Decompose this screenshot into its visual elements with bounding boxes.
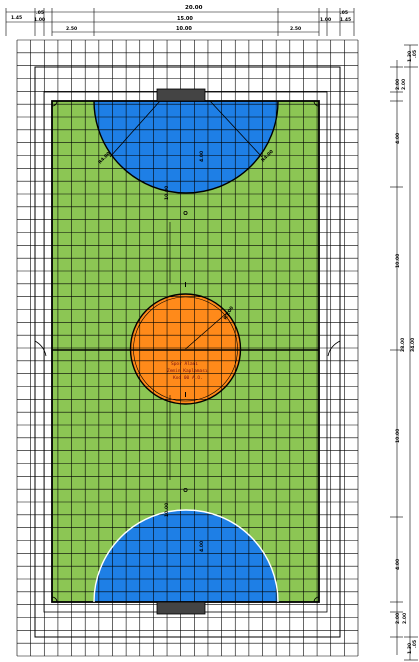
right-dim-top-half: 10.00: [395, 254, 401, 268]
top-dim-middle-left: 2.50: [66, 26, 77, 32]
right-substitution-mark: [327, 340, 341, 357]
right-dim-overall: 34.00: [410, 338, 416, 352]
label-bottom-area-depth: 4.00: [199, 541, 205, 552]
center-circle-inner: [133, 296, 238, 402]
right-dim-bottom-goal: 2.00: [395, 613, 401, 624]
label-top-area-depth: 4.00: [199, 151, 205, 162]
outer-safety-boundary: [34, 66, 341, 638]
corner-arc-tl: [51, 100, 58, 107]
label-penalty-mark-top: 10.00: [164, 186, 170, 200]
center-text-line1: Spor Alanı: [171, 361, 198, 367]
top-penalty-arc: [93, 100, 279, 194]
right-dim-top-area: 4.00: [395, 133, 401, 144]
top-radius-right: [209, 100, 263, 158]
top-dim-overall: 20.00: [185, 5, 203, 11]
right-dim-bottom-outer: 1.30: [407, 643, 413, 654]
top-dim-left-inner: 1.00: [34, 17, 45, 23]
corner-arc-tr: [313, 100, 320, 107]
center-circle-outline: [129, 293, 242, 405]
bottom-goal: [156, 601, 206, 615]
right-dim-bottom-goal-2: 2.00: [402, 613, 408, 624]
right-dim-top-small: .05: [412, 50, 418, 58]
top-goal: [156, 88, 206, 102]
top-dim-middle-right: 2.50: [290, 26, 301, 32]
bottom-penalty-arc: [93, 509, 279, 603]
top-dim-right-outer: 1.45: [340, 17, 351, 23]
goals: [156, 88, 206, 615]
corner-arc-br: [313, 596, 320, 603]
center-text-line2: Zemin Kaplaması: [167, 368, 208, 374]
right-dim-top-goal-2: 2.00: [401, 79, 407, 90]
left-substitution-mark: [34, 340, 47, 357]
right-dim-center: 28.00: [400, 338, 406, 352]
tile-grid: [16, 39, 359, 657]
right-dim-top-outer: 1.30: [407, 51, 413, 62]
right-dim-bottom-area: 4.00: [395, 559, 401, 570]
top-radius-left: [109, 100, 161, 158]
top-dim-right-small: .05: [340, 10, 348, 16]
bottom-penalty-spot: [183, 487, 188, 492]
top-dim-middle: 15.00: [177, 16, 193, 22]
top-dim-middle-inner: 10.00: [176, 26, 192, 32]
center-radius-line: [185, 310, 230, 350]
right-dim-bottom-small: .05: [412, 640, 418, 648]
right-dim-top-goal: 2.00: [395, 79, 401, 90]
right-dim-bottom-half: 10.00: [395, 429, 401, 443]
top-penalty-spot: [183, 210, 188, 215]
corner-arc-bl: [51, 596, 58, 603]
dimension-lines: [5, 8, 418, 661]
top-dim-left-outer: 1.45: [11, 15, 22, 21]
label-penalty-mark-bottom: 10.00: [164, 503, 170, 517]
center-text-line3: Kod 00 A.O.: [173, 375, 203, 381]
top-dim-right-inner: 1.00: [320, 17, 331, 23]
top-dim-left-small: .05: [36, 10, 44, 16]
